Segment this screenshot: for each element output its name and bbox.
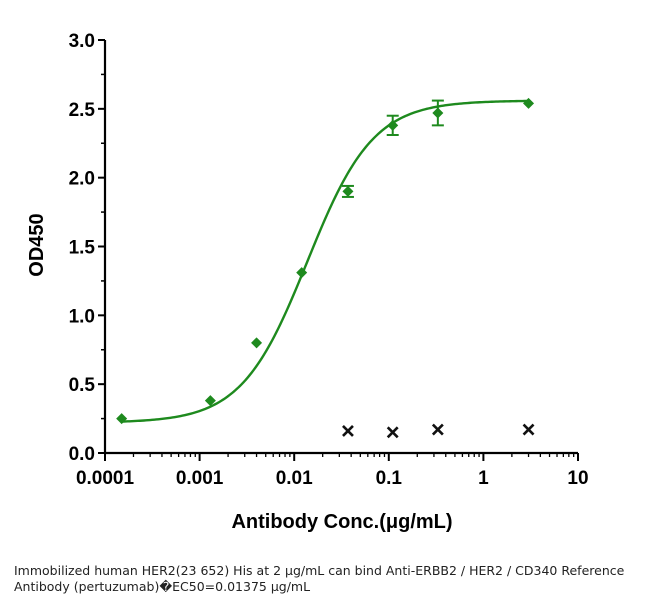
x-axis-title: Antibody Conc.(μg/mL) xyxy=(231,511,452,533)
data-point-cross xyxy=(431,423,444,436)
dose-response-chart: 0.0 0.5 1.0 1.5 2.0 2.5 3.0 0.0001 0.001 0.01 0.1 1… xyxy=(26,31,589,533)
data-point-cross xyxy=(522,423,535,436)
y-axis-title: OD450 xyxy=(26,213,48,276)
x-tick-label: 10 xyxy=(567,468,588,489)
data-point-diamond xyxy=(251,337,263,349)
x-tick-label: 0.001 xyxy=(176,468,224,489)
data-point-diamond xyxy=(432,107,444,119)
y-tick-label: 0.5 xyxy=(69,375,96,396)
data-point-diamond xyxy=(116,413,128,425)
x-tick-label: 0.01 xyxy=(276,468,313,489)
data-point-diamond xyxy=(523,97,535,109)
cross-stroke xyxy=(342,425,354,437)
y-tick-label: 2.5 xyxy=(69,100,96,121)
y-tick-label: 3.0 xyxy=(69,31,95,52)
data-point-diamond xyxy=(296,267,308,279)
data-point-cross xyxy=(342,425,354,437)
data-point-diamond xyxy=(342,185,354,197)
y-tick-label: 1.0 xyxy=(69,306,95,327)
data-point-diamond xyxy=(387,119,399,131)
caption-line-2: Antibody (pertuzumab)�EC50=0.01375 μg/mL xyxy=(14,579,311,594)
cross-stroke xyxy=(386,426,399,439)
cross-stroke xyxy=(431,423,444,436)
fit-curve xyxy=(121,99,529,423)
x-tick-label: 0.1 xyxy=(376,468,403,489)
cross-stroke xyxy=(522,423,535,436)
caption-line-1: Immobilized human HER2(23 652) His at 2 … xyxy=(14,563,625,578)
y-tick-label: 1.5 xyxy=(69,238,96,259)
x-tick-label: 0.0001 xyxy=(76,468,135,489)
y-tick-label: 0.0 xyxy=(69,444,95,465)
figure-caption: Immobilized human HER2(23 652) His at 2 … xyxy=(14,563,644,595)
plot-area: 0.0 0.5 1.0 1.5 2.0 2.5 3.0 0.0001 0.001 0.01 0.1 1… xyxy=(69,31,589,489)
y-tick-label: 2.0 xyxy=(69,169,95,190)
data-point-diamond xyxy=(204,395,216,407)
x-tick-label: 1 xyxy=(478,468,489,489)
data-point-cross xyxy=(386,426,399,439)
